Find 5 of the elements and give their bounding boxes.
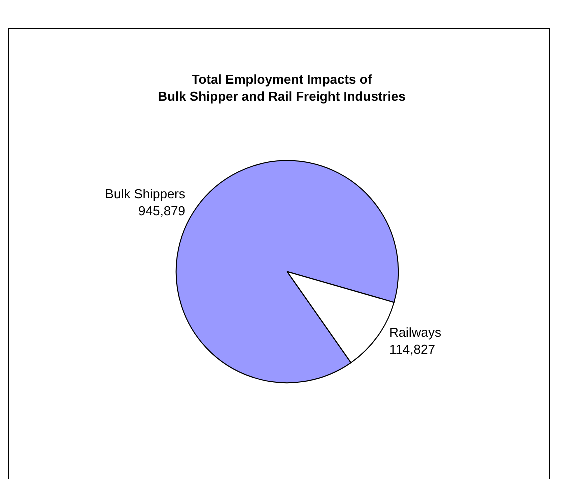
slice-label: Railways <box>389 325 442 340</box>
data-label: 114,827 <box>389 342 436 358</box>
chart-title: Total Employment Impacts of Bulk Shipper and Rail Freight Industries <box>158 72 406 104</box>
slice-label: Bulk Shippers <box>105 186 186 202</box>
data-label: 945,879 <box>138 204 186 219</box>
